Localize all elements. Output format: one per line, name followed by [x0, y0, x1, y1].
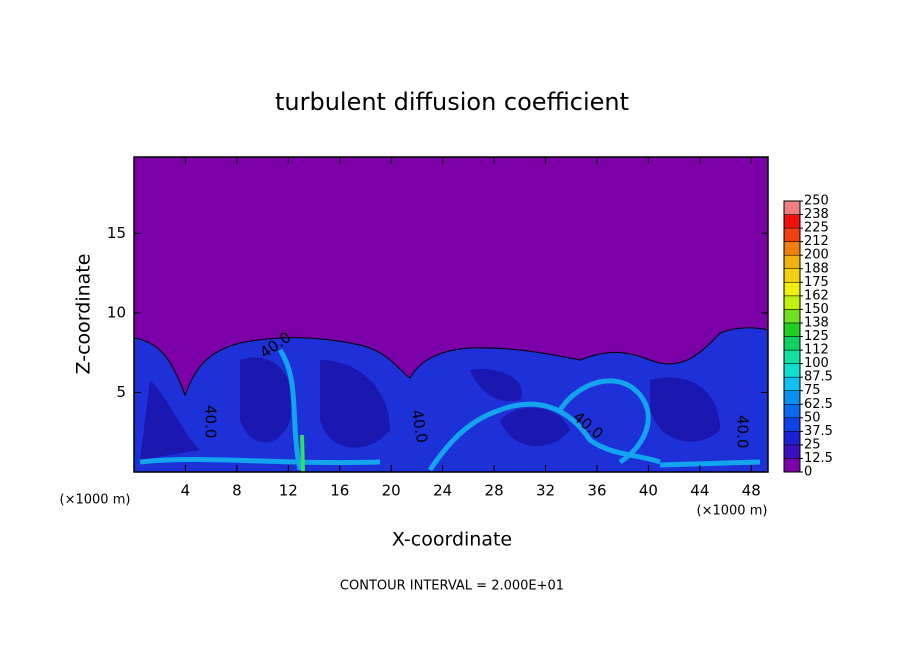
- colorbar-tick-label: 250: [804, 194, 829, 209]
- x-tick-label: 24: [433, 482, 452, 500]
- y-tick-label: 15: [107, 224, 126, 242]
- colorbar-tick-label: 125: [804, 329, 829, 344]
- colorbar-tick-label: 188: [804, 261, 829, 276]
- colorbar-tick-label: 162: [804, 288, 829, 303]
- x-tick-label: 48: [742, 482, 761, 500]
- colorbar-tick-label: 238: [804, 207, 829, 222]
- colorbar-swatch: [783, 268, 801, 283]
- field-streak: [139, 348, 761, 472]
- colorbar-tick-label: 150: [804, 302, 829, 317]
- colorbar-swatch: [783, 444, 801, 459]
- colorbar-tick-label: 25: [804, 437, 821, 452]
- contour-labels: 40.0 40.0 40.0 40.0 40.0: [202, 328, 752, 448]
- colorbar-tick-label: 200: [804, 248, 829, 263]
- contour-label: 40.0: [202, 405, 220, 438]
- colorbar-swatch: [783, 376, 801, 391]
- contour-label: 40.0: [734, 415, 752, 448]
- field-dark: [140, 357, 720, 460]
- x-unit-label: (×1000 m): [697, 504, 768, 519]
- colorbar-swatch: [783, 282, 801, 297]
- colorbar-swatch: [783, 254, 801, 269]
- colorbar-swatch: [783, 363, 801, 378]
- colorbar-tick-label: 50: [804, 410, 821, 425]
- colorbar-swatch: [783, 227, 801, 242]
- y-axis-label: Z-coordinate: [73, 254, 95, 375]
- x-tick-label: 12: [279, 482, 298, 500]
- field-region: [133, 327, 769, 473]
- x-tick-label: 44: [690, 482, 709, 500]
- colorbar-tick-label: 225: [804, 221, 829, 236]
- plot-frame: [133, 156, 769, 473]
- colorbar-tick-label: 138: [804, 315, 829, 330]
- contour-label: 40.0: [408, 408, 432, 444]
- x-tick-label: 16: [330, 482, 349, 500]
- colorbar-tick-label: 75: [804, 383, 821, 398]
- colorbar-tick-label: 0: [804, 465, 812, 480]
- colorbar-swatch: [783, 458, 801, 473]
- footer-note: CONTOUR INTERVAL = 2.000E+01: [340, 579, 564, 594]
- colorbar-swatch: [783, 417, 801, 432]
- colorbar-tick-label: 62.5: [804, 397, 833, 412]
- colorbar-tick-label: 212: [804, 234, 829, 249]
- colorbar-swatch: [783, 404, 801, 419]
- colorbar-swatch: [783, 295, 801, 310]
- x-tick-label: 40: [639, 482, 658, 500]
- x-tick-label: 32: [536, 482, 555, 500]
- x-unit-label: (×1000 m): [60, 493, 131, 508]
- x-tick-label: 20: [382, 482, 401, 500]
- colorbar-swatch: [783, 336, 801, 351]
- x-tick-label: 8: [232, 482, 242, 500]
- x-tick-label: 28: [485, 482, 504, 500]
- colorbar-tick-label: 175: [804, 275, 829, 290]
- colorbar-swatch: [783, 349, 801, 364]
- colorbar-swatch: [783, 431, 801, 446]
- colorbar-swatch: [783, 390, 801, 405]
- colorbar-swatch: [783, 214, 801, 229]
- y-tick-label: 5: [116, 383, 126, 401]
- chart-title: turbulent diffusion coefficient: [275, 88, 629, 116]
- x-tick-label: 4: [181, 482, 191, 500]
- colorbar-tick-label: 87.5: [804, 370, 833, 385]
- colorbar-tick-label: 100: [804, 356, 829, 371]
- field-highlight: [300, 434, 305, 473]
- colorbar-tick-label: 12.5: [804, 451, 833, 466]
- colorbar-tick-label: 37.5: [804, 424, 833, 439]
- x-axis-label: X-coordinate: [392, 529, 512, 551]
- colorbar-swatch: [783, 322, 801, 337]
- x-tick-label: 36: [587, 482, 606, 500]
- colorbar-swatch: [783, 200, 801, 215]
- y-tick-label: 10: [107, 303, 126, 321]
- colorbar-swatch: [783, 241, 801, 256]
- colorbar-swatch: [783, 309, 801, 324]
- colorbar-tick-label: 112: [804, 343, 829, 358]
